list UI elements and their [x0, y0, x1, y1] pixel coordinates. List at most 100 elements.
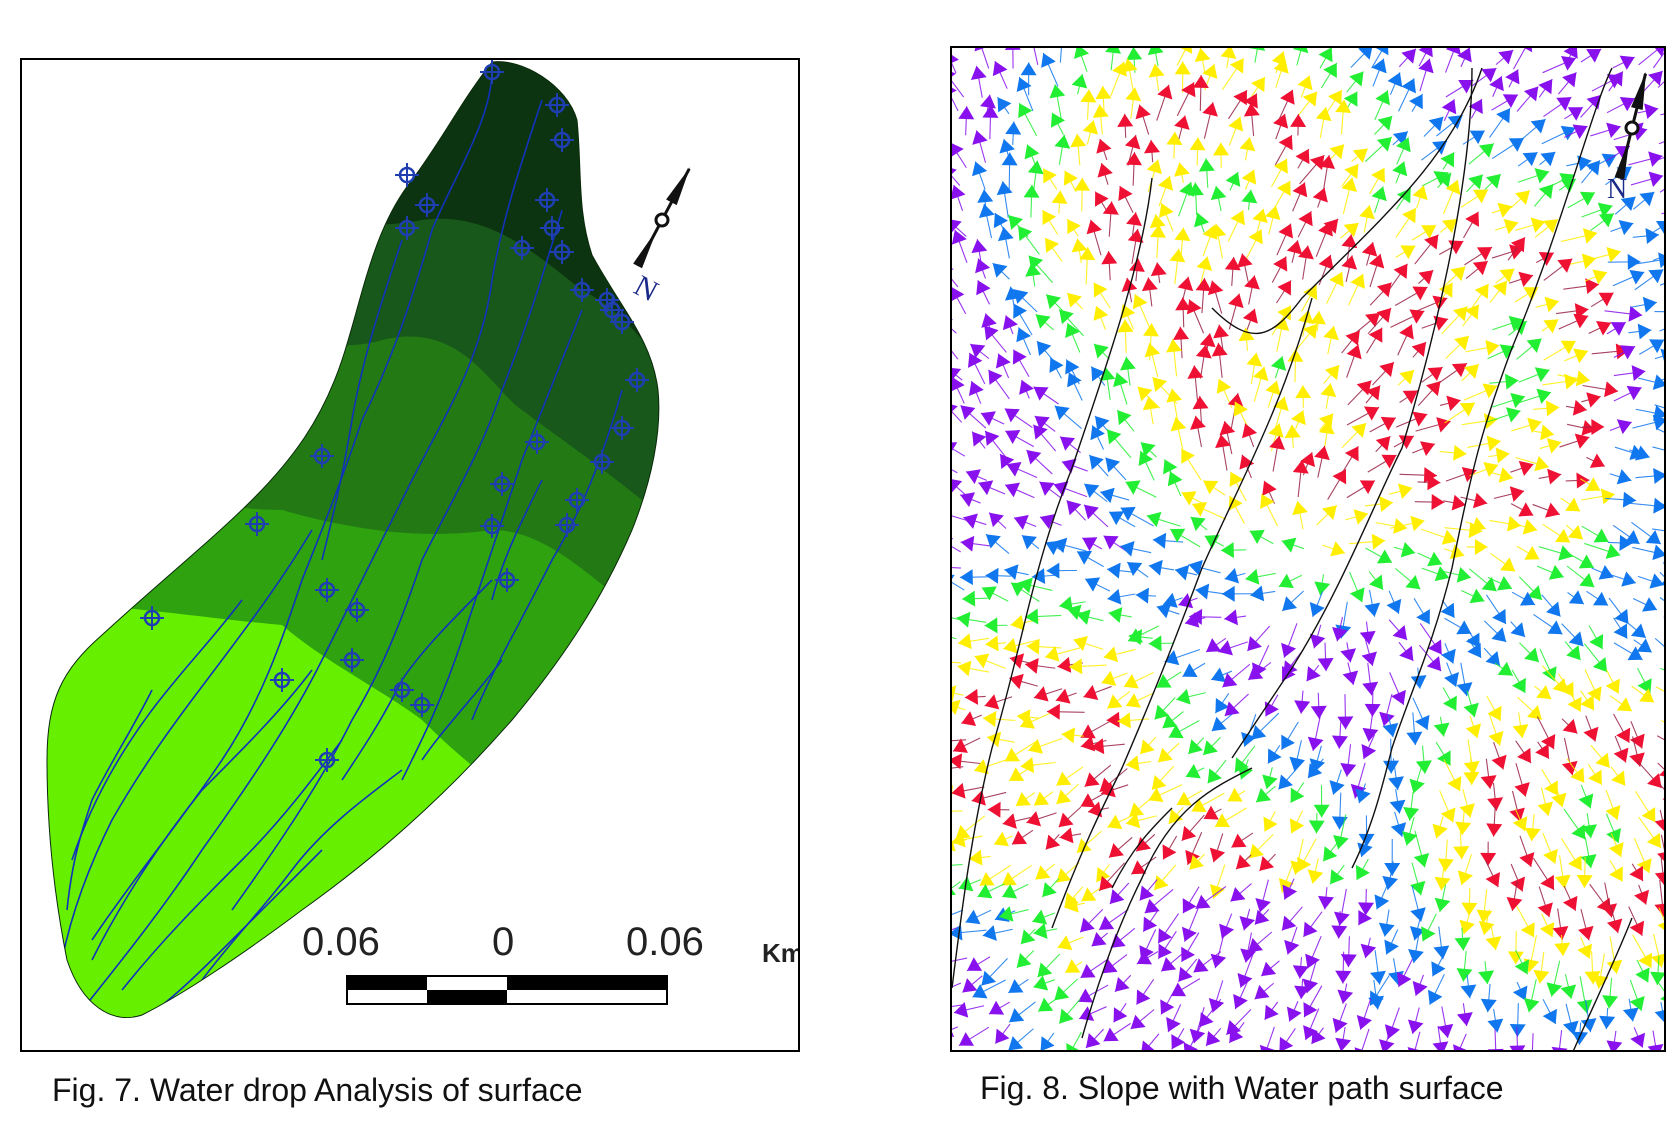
slope-arrow: [1586, 590, 1609, 607]
slope-arrow: [1132, 293, 1151, 329]
slope-arrow: [1609, 860, 1624, 882]
slope-arrow: [1359, 621, 1376, 645]
slope-arrow: [1326, 271, 1344, 304]
north-label-fig8: N: [1607, 174, 1627, 205]
slope-arrow: [1273, 113, 1289, 140]
slope-arrow: [1583, 643, 1608, 673]
slope-arrow: [1182, 886, 1200, 914]
slope-arrow: [1506, 880, 1523, 911]
slope-arrow: [1491, 392, 1526, 409]
slope-arrow: [1413, 598, 1431, 625]
slope-arrow: [1359, 204, 1375, 233]
slope-arrow: [1541, 594, 1561, 617]
slope-arrow: [1123, 671, 1154, 689]
slope-arrow: [986, 731, 1015, 748]
slope-arrow: [1142, 909, 1159, 933]
slope-arrow: [1511, 591, 1536, 606]
slope-arrow: [1331, 792, 1348, 830]
slope-arrow: [1230, 883, 1252, 902]
slope-arrow: [1609, 419, 1632, 435]
slope-arrow: [966, 956, 991, 972]
slope-arrow: [1276, 280, 1292, 304]
slope-arrow: [1561, 737, 1578, 776]
slope-arrow: [1084, 764, 1112, 788]
slope-arrow: [1539, 438, 1562, 454]
slope-arrow: [1262, 767, 1278, 790]
slope-arrow: [971, 239, 988, 262]
slope-arrow: [1035, 863, 1056, 880]
slope-arrow: [1025, 608, 1062, 625]
slope-arrow: [980, 411, 1005, 426]
slope-arrow: [1125, 87, 1142, 119]
slope-arrow: [1635, 959, 1650, 983]
slope-arrow: [1417, 474, 1441, 491]
slope-arrow: [1064, 959, 1083, 974]
slope-arrow: [1101, 251, 1118, 281]
slope-arrow: [1147, 48, 1164, 67]
slope-arrow: [1189, 608, 1222, 625]
slope-arrow: [1024, 144, 1040, 168]
slope-arrow: [1001, 152, 1018, 190]
slope-arrow: [1181, 932, 1200, 963]
slope-arrow: [1340, 446, 1359, 475]
slope-arrow: [1355, 858, 1370, 881]
drop-marker-icon: [270, 668, 294, 692]
slope-arrow: [1387, 72, 1403, 95]
slope-arrow: [1580, 690, 1595, 711]
slope-arrow: [1146, 159, 1162, 193]
slope-arrow: [1055, 688, 1077, 704]
slope-arrow: [1251, 76, 1266, 97]
slope-arrow: [1367, 307, 1392, 335]
slope-arrow: [1160, 953, 1183, 972]
slope-arrow: [1491, 741, 1507, 770]
slope-arrow: [1125, 480, 1157, 498]
slope-arrow: [952, 957, 968, 962]
slope-arrow: [1316, 504, 1338, 526]
slope-arrow: [1335, 1027, 1352, 1050]
slope-arrow: [1514, 949, 1530, 975]
slope-arrow: [1237, 951, 1255, 988]
slope-arrow: [1255, 879, 1271, 913]
slope-arrow: [1326, 89, 1343, 114]
slope-arrow: [1398, 78, 1416, 112]
slope-arrow: [1509, 790, 1525, 823]
slope-arrow: [1008, 1028, 1034, 1050]
slope-arrow: [1581, 488, 1615, 505]
slope-arrow: [1033, 975, 1056, 991]
slope-arrow: [1282, 878, 1298, 900]
slope-arrow: [988, 1000, 1011, 1015]
slope-arrow: [1580, 837, 1597, 869]
slope-arrow: [1563, 48, 1578, 66]
slope-arrow: [1335, 951, 1352, 984]
slope-arrow: [1026, 811, 1057, 827]
slope-arrow: [1584, 669, 1602, 702]
slope-arrow: [1058, 806, 1082, 828]
slope-arrow: [1170, 978, 1201, 997]
slope-arrow: [1341, 422, 1367, 449]
slope-arrow: [1260, 493, 1279, 527]
slope-arrow: [1341, 234, 1358, 262]
slope-arrow: [1348, 273, 1365, 306]
slope-arrow: [1639, 339, 1664, 355]
slope-arrow: [1176, 48, 1193, 66]
slope-arrow: [1485, 927, 1502, 951]
slope-arrow: [1036, 340, 1054, 361]
slope-arrow: [1578, 909, 1594, 941]
slope-arrow: [1023, 184, 1040, 218]
slope-arrow: [1307, 758, 1324, 779]
slope-arrow: [1613, 713, 1631, 743]
slope-arrow: [1082, 537, 1103, 552]
slope-arrow: [1310, 310, 1326, 332]
slope-arrow: [1176, 790, 1203, 806]
slope-arrow: [1543, 340, 1577, 361]
slope-arrow: [1566, 565, 1595, 588]
slope-arrow: [1037, 997, 1055, 1013]
slope-arrow: [1439, 218, 1458, 234]
slope-arrow: [1295, 148, 1310, 169]
slope-arrow: [987, 801, 1010, 818]
slope-arrow: [1246, 229, 1263, 259]
slope-arrow: [1629, 736, 1645, 767]
slope-arrow: [1314, 574, 1331, 596]
slope-arrow: [952, 367, 963, 381]
slope-arrow: [1228, 495, 1245, 524]
